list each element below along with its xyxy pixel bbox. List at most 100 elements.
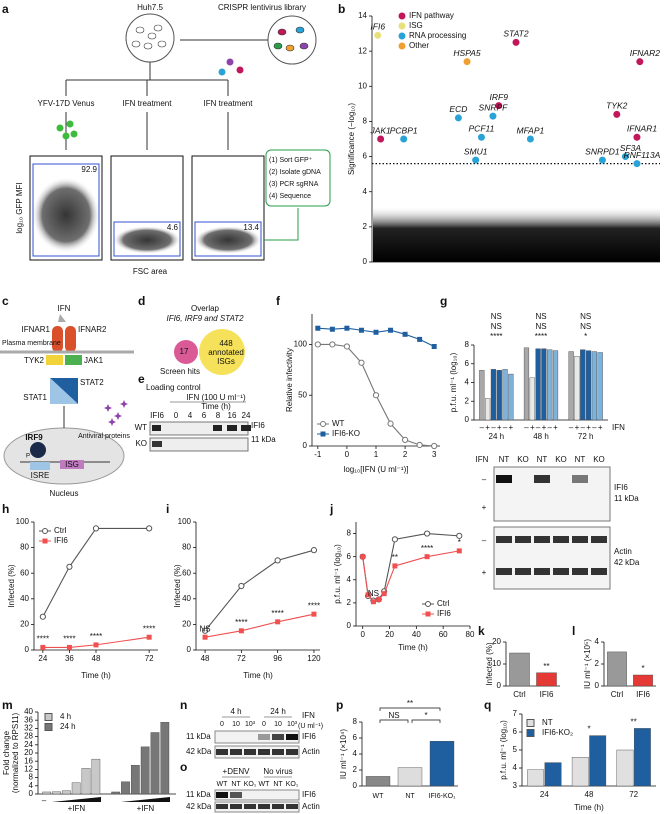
bracket	[379, 719, 409, 723]
y-tick-label: 4	[347, 575, 352, 584]
gene-label: SF3A	[620, 143, 642, 153]
band	[230, 749, 242, 755]
panel-label: m	[2, 698, 13, 712]
protein-label: Actin	[614, 547, 632, 556]
lane-label: 0	[174, 411, 179, 420]
hits-label: Screen hits	[160, 367, 200, 376]
x-tick-label: 48	[585, 790, 594, 799]
x-tick-label: +IFN	[68, 804, 86, 813]
bar	[574, 356, 580, 421]
marker	[358, 359, 365, 366]
hit	[633, 133, 641, 141]
legend-label: Ctrl	[437, 599, 450, 608]
gene-label: JAK1	[369, 125, 391, 135]
protein-label: IFI6	[614, 483, 628, 492]
band	[258, 804, 270, 809]
band	[515, 536, 531, 543]
band	[553, 568, 569, 575]
bar	[508, 373, 514, 421]
stat-label: STAT2	[80, 378, 104, 387]
hit	[463, 58, 471, 66]
x-tick-label: 1	[374, 450, 379, 459]
marker	[431, 442, 438, 450]
y-tick-label: 12	[358, 46, 367, 55]
lane-label: 0	[262, 721, 266, 728]
bar	[490, 369, 497, 421]
gene-label: IFNAR1	[627, 123, 658, 133]
bar	[547, 349, 553, 421]
cell-line: Huh7.5	[137, 3, 163, 12]
legend-label: NT	[542, 718, 553, 727]
irf9	[30, 442, 46, 458]
blot	[214, 789, 300, 801]
bar	[544, 762, 562, 787]
band	[152, 425, 161, 431]
ifn-state: –	[503, 423, 508, 432]
cell	[56, 124, 64, 132]
y-tick-label: 50	[298, 390, 307, 399]
hit	[400, 135, 408, 143]
band	[272, 734, 284, 740]
library: CRISPR lentivirus library	[218, 3, 306, 12]
panel-label: l	[572, 624, 575, 638]
legend-marker	[398, 12, 406, 20]
marker	[417, 336, 423, 342]
x-tick-label: 48	[201, 654, 210, 663]
x-tick-label: 0	[345, 450, 350, 459]
gate-value: 13.4	[243, 223, 259, 232]
x-tick-label: 2	[403, 450, 408, 459]
cell	[285, 44, 295, 52]
significance: ****	[308, 601, 320, 610]
legend-marker	[398, 22, 406, 30]
receptor-label: IFNAR2	[78, 325, 107, 334]
y-axis-label: p.f.u. ml⁻¹ (log₁₀)	[499, 720, 508, 780]
marker	[202, 634, 208, 640]
panel-label: a	[2, 2, 9, 16]
step: (3) PCR sgRNA	[269, 181, 319, 188]
cell	[147, 32, 157, 40]
lane-label: KO₁	[286, 781, 299, 788]
row-label: +	[482, 568, 487, 577]
legend-marker	[42, 538, 48, 544]
bar	[509, 652, 530, 687]
y-tick-label: 0	[29, 789, 34, 798]
bar	[121, 781, 130, 795]
band	[258, 734, 270, 740]
panel-label: f	[276, 294, 281, 308]
bar	[429, 741, 455, 787]
cell	[273, 42, 283, 50]
gene-label: RNF113A	[624, 150, 661, 160]
gate-value: 4.6	[167, 223, 179, 232]
legend-label: IFI6-KO₂	[542, 728, 573, 737]
treatment: IFN	[302, 711, 315, 720]
band	[213, 425, 222, 431]
y-axis-label: p.f.u. ml⁻¹ (log₁₀)	[333, 544, 342, 604]
title: IFI6, IRF9 and STAT2	[166, 314, 244, 323]
bar	[552, 350, 559, 421]
marker	[92, 525, 100, 532]
hit	[472, 156, 480, 164]
y-tick-label: 8	[29, 773, 34, 782]
band	[216, 804, 228, 809]
gene-label: IFI6	[370, 22, 385, 32]
marker	[146, 634, 152, 640]
x-tick-label: 60	[439, 630, 448, 639]
y-tick-label: 0	[363, 257, 368, 266]
marker	[344, 325, 350, 331]
x-tick-label: WT	[373, 793, 385, 800]
isg-box	[60, 460, 84, 469]
lane-label: 6	[202, 411, 207, 420]
x-tick-label: 72	[237, 654, 246, 663]
ifn-state: +	[575, 423, 580, 432]
significance: *	[458, 538, 461, 547]
lane-label: KO	[517, 455, 529, 464]
loading-label: Loading control	[146, 383, 201, 392]
y-axis-label: p.f.u. ml⁻¹ (log₁₀)	[449, 352, 458, 412]
marker	[274, 557, 281, 564]
band	[272, 749, 284, 755]
gene-label: PCBP1	[390, 125, 418, 135]
band	[216, 792, 228, 798]
y-tick-label: 8	[353, 717, 358, 726]
protein-star	[108, 418, 116, 426]
lane-label: 4	[188, 411, 193, 420]
